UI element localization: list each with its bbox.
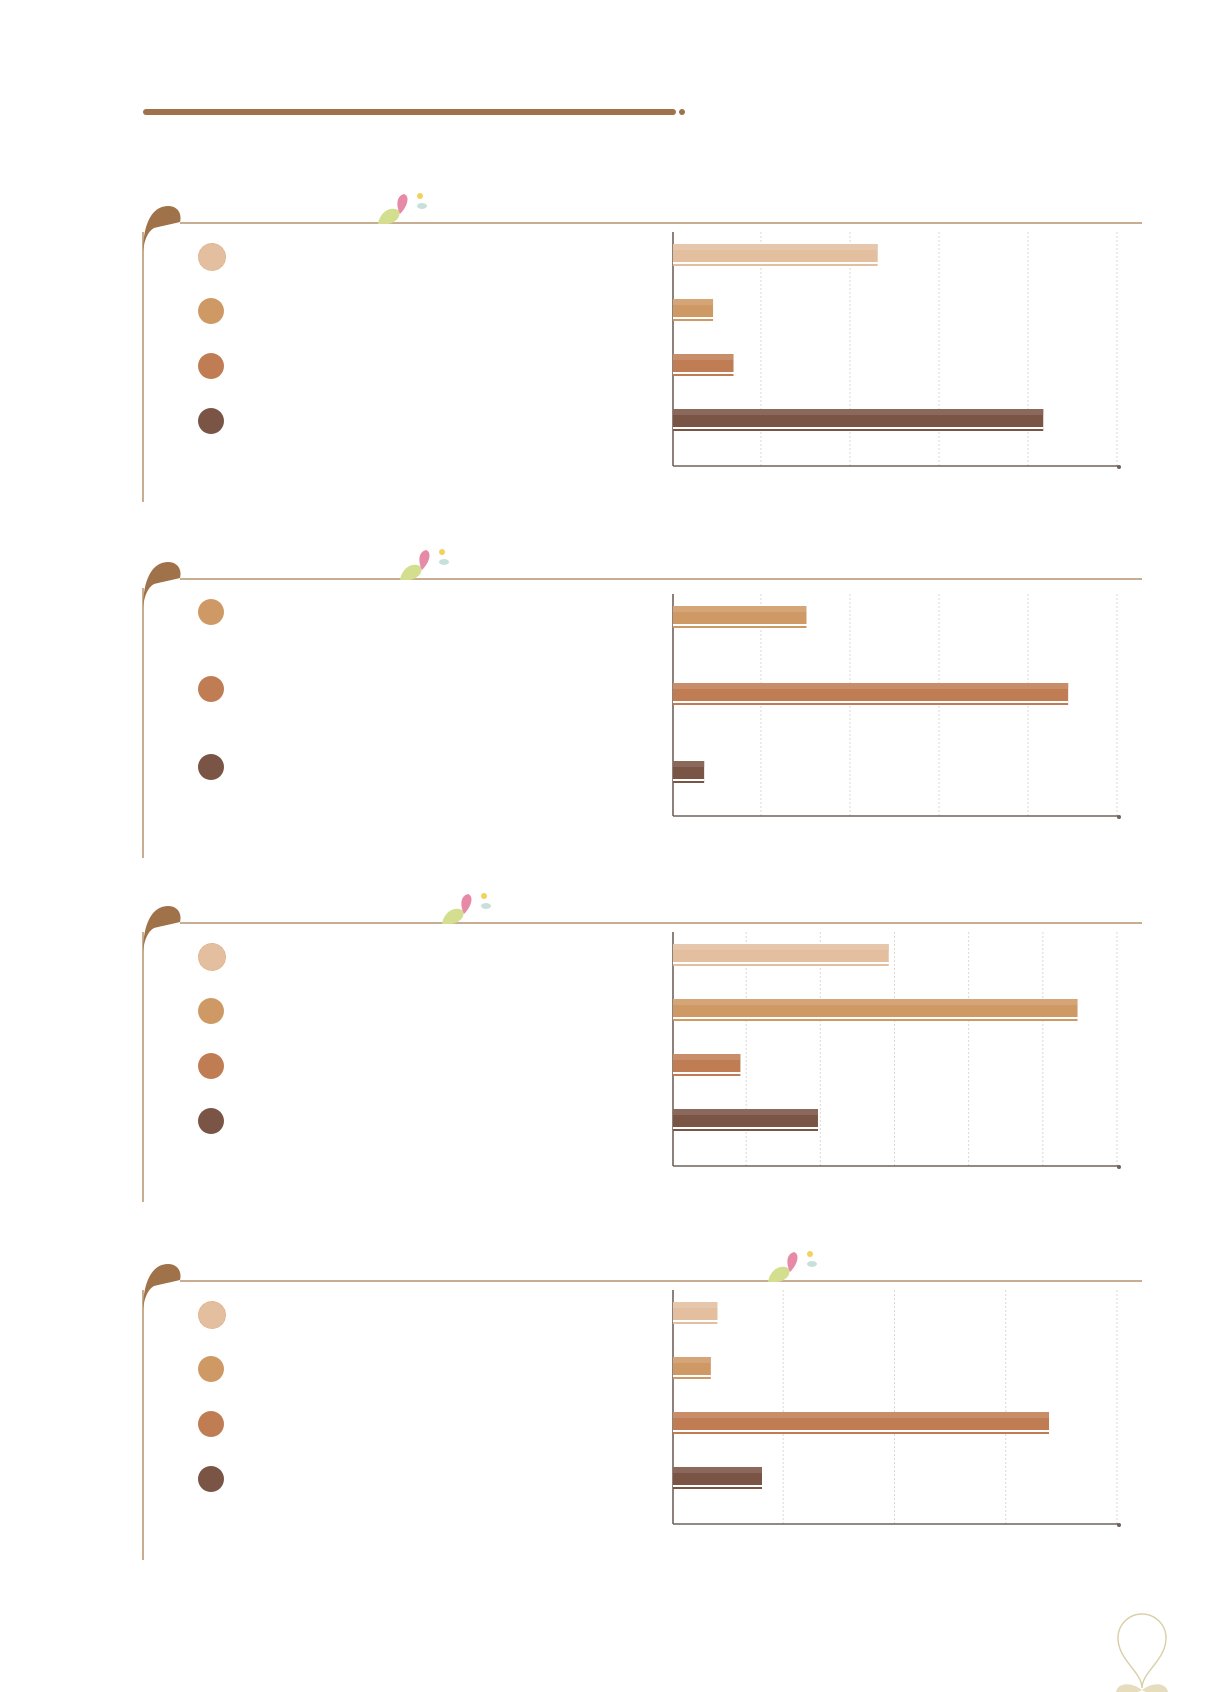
sprig-icon	[378, 193, 427, 224]
chart-section-4	[0, 1251, 1224, 1580]
bar	[673, 944, 889, 966]
title-rule-dot	[679, 109, 685, 115]
x-axis-end-dot	[1117, 1165, 1121, 1169]
legend-marker	[198, 599, 224, 625]
legend-marker	[198, 1411, 224, 1437]
legend-marker	[198, 676, 224, 702]
bar	[673, 409, 1044, 431]
bar	[673, 1467, 762, 1489]
bulb-icon	[1116, 1613, 1168, 1692]
bar-chart-plot	[672, 232, 1121, 469]
section-horizontal-rule	[180, 922, 1142, 924]
chart-section-3	[0, 893, 1224, 1222]
legend-marker	[198, 754, 224, 780]
leaf-drop-icon	[143, 1264, 181, 1310]
section-horizontal-rule	[180, 1280, 1142, 1282]
bar	[673, 1357, 711, 1379]
bar	[673, 761, 705, 783]
bar	[673, 354, 734, 376]
section-vertical-rule	[142, 588, 144, 858]
bar	[673, 1054, 741, 1076]
bar	[673, 1412, 1050, 1434]
legend-marker	[198, 353, 224, 379]
legend-marker	[198, 998, 224, 1024]
title-rule	[143, 109, 676, 115]
bar	[673, 1302, 718, 1324]
x-axis-end-dot	[1117, 465, 1121, 469]
bar	[673, 244, 878, 266]
x-axis-end-dot	[1117, 815, 1121, 819]
chart-section-1	[0, 193, 1224, 522]
legend-marker	[198, 1108, 224, 1134]
section-vertical-rule	[142, 932, 144, 1202]
legend-marker	[198, 1356, 224, 1382]
legend-marker	[198, 1053, 224, 1079]
legend-marker	[198, 298, 224, 324]
legend-marker	[198, 1466, 224, 1492]
bar-chart-plot	[672, 932, 1121, 1169]
section-horizontal-rule	[180, 222, 1142, 224]
bar	[673, 999, 1078, 1021]
x-axis-end-dot	[1117, 1523, 1121, 1527]
bar-chart-plot	[672, 1290, 1121, 1527]
bar	[673, 299, 714, 321]
section-vertical-rule	[142, 1290, 144, 1560]
legend-marker	[198, 408, 224, 434]
legend-marker	[198, 943, 226, 971]
bar-chart-plot	[672, 594, 1121, 819]
legend-marker	[198, 1301, 226, 1329]
section-horizontal-rule	[180, 578, 1142, 580]
leaf-drop-icon	[143, 562, 181, 608]
legend-marker	[198, 243, 226, 271]
bar	[673, 683, 1069, 705]
sprig-icon	[400, 549, 449, 580]
bar	[673, 606, 807, 628]
sprig-icon	[768, 1251, 817, 1282]
bar	[673, 1109, 818, 1131]
sprig-icon	[442, 893, 491, 924]
chart-section-2	[0, 549, 1224, 878]
leaf-drop-icon	[143, 206, 181, 252]
section-vertical-rule	[142, 232, 144, 502]
leaf-drop-icon	[143, 906, 181, 952]
